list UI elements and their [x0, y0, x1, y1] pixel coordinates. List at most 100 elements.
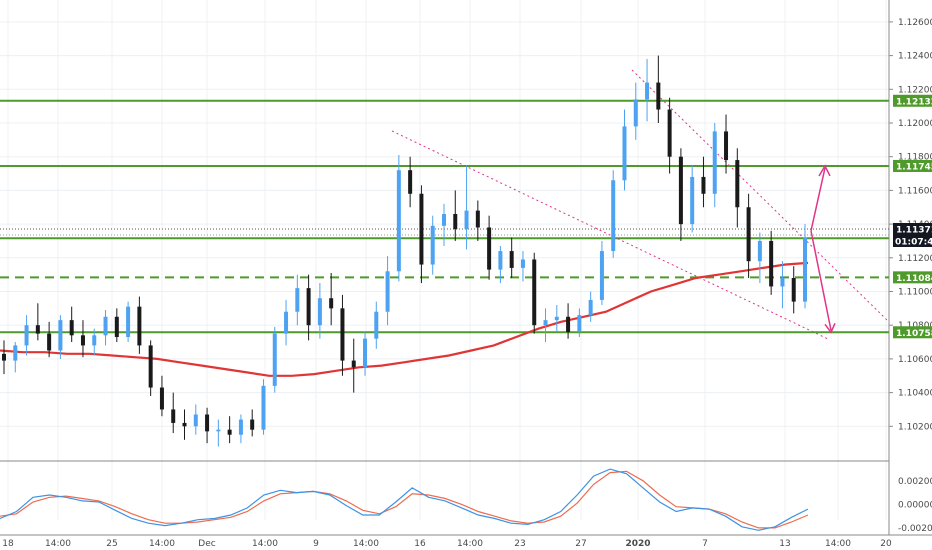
- x-tick-label: 13: [779, 539, 790, 549]
- y-tick-label: 1.11200: [898, 254, 932, 264]
- x-tick-label: 14:00: [149, 539, 175, 549]
- candlesticks: [2, 55, 807, 447]
- y-tick-label: 1.10800: [898, 321, 932, 331]
- candle-body: [306, 288, 311, 326]
- candle-body: [159, 387, 164, 410]
- x-tick-label: 16: [414, 539, 426, 549]
- candle-body: [126, 306, 131, 337]
- candle-body: [137, 306, 142, 346]
- candle-body: [554, 316, 559, 321]
- x-tick-label: 2020: [625, 539, 650, 549]
- candle-body: [35, 325, 40, 334]
- candle-body: [171, 409, 176, 423]
- candle-body: [735, 160, 740, 208]
- osc-tick-label: 0.00200: [898, 477, 932, 487]
- y-tick-label: 1.11800: [898, 153, 932, 163]
- trendline-upper: [631, 69, 890, 323]
- x-tick-label: 25: [106, 539, 117, 549]
- candle-body: [396, 170, 401, 272]
- candle-body: [148, 345, 153, 388]
- level-badge: [893, 94, 932, 107]
- x-tick-label: 14:00: [45, 539, 71, 549]
- candle-body: [58, 320, 63, 351]
- moving-average: [0, 261, 809, 377]
- countdown-badge: [893, 234, 932, 247]
- candle-body: [803, 237, 807, 302]
- candle-body: [509, 251, 514, 268]
- candle-body: [103, 316, 108, 336]
- candle-body: [453, 213, 458, 230]
- y-tick-label: 1.10600: [898, 355, 932, 365]
- candle-body: [645, 82, 650, 100]
- candle-body: [690, 176, 695, 225]
- last-price-badge: [893, 222, 932, 235]
- candle-body: [374, 311, 379, 339]
- y-tick-label: 1.10400: [898, 389, 932, 399]
- arrow-down-line: [810, 230, 832, 331]
- y-tick-label: 1.12200: [898, 85, 932, 95]
- candle-body: [47, 333, 52, 351]
- candle-body: [261, 385, 266, 430]
- arrow-up-line: [810, 167, 826, 232]
- candle-body: [487, 227, 492, 270]
- level-badge-label: 1.11084: [896, 274, 932, 284]
- candle-body: [441, 213, 446, 226]
- oscillator-signal-line: [0, 470, 809, 529]
- countdown-label: 01:07:48: [895, 237, 932, 247]
- candle-body: [385, 271, 390, 312]
- osc-tick-label: -0.00200: [898, 524, 932, 534]
- candle-body: [656, 82, 661, 110]
- candle-body: [92, 335, 97, 346]
- candle-body: [475, 210, 480, 228]
- candle-body: [2, 353, 6, 361]
- candle-body: [182, 422, 187, 427]
- level-badge-label: 1.11745: [896, 162, 932, 172]
- candle-body: [351, 360, 356, 368]
- level-badge-label: 1.12132: [896, 97, 932, 107]
- level-badge: [893, 326, 932, 339]
- projection-arrows[interactable]: [810, 164, 836, 334]
- candle-body: [678, 156, 683, 225]
- level-badge: [893, 271, 932, 284]
- candle-body: [363, 338, 368, 368]
- candle-body: [408, 170, 413, 194]
- trendline-lower: [391, 130, 829, 340]
- candle-body: [667, 109, 672, 157]
- candle-body: [611, 180, 616, 252]
- x-tick-label: 7: [702, 539, 708, 549]
- trendlines[interactable]: [391, 69, 890, 340]
- candle-body: [340, 308, 345, 361]
- candle-body: [543, 320, 548, 326]
- candle-body: [69, 320, 74, 336]
- time-axis[interactable]: 18 14:00 25 14:00 Dec 14:00 9 14:00 16 14:00 23 27 2…: [0, 534, 932, 549]
- candle-body: [520, 259, 525, 268]
- ma-line: [0, 261, 809, 377]
- candle-body: [498, 251, 503, 270]
- candle-body: [746, 207, 751, 262]
- candle-body: [250, 419, 255, 430]
- y-tick-label: 1.10200: [898, 422, 932, 432]
- candle-body: [599, 251, 604, 300]
- candle-body: [205, 414, 210, 432]
- x-tick-label: 9: [313, 539, 319, 549]
- candle-body: [724, 131, 729, 161]
- candle-body: [577, 315, 582, 332]
- arrow-down-head: [824, 322, 836, 334]
- x-tick-label: 23: [514, 539, 525, 549]
- candle-body: [757, 240, 762, 262]
- horizontal-levels[interactable]: [0, 99, 889, 334]
- x-tick-label: 20: [880, 539, 892, 549]
- y-tick-label: 1.11600: [898, 186, 932, 196]
- candle-body: [216, 429, 221, 432]
- x-tick-label: 14:00: [457, 539, 483, 549]
- candle-body: [419, 193, 424, 265]
- candle-body: [566, 316, 571, 332]
- candle-body: [272, 333, 277, 386]
- price-axis[interactable]: 1.12600 1.12400 1.12200 1.12000 1.11800 1.116…: [889, 18, 932, 534]
- candle-body: [238, 419, 243, 435]
- candle-body: [430, 225, 435, 265]
- candle-body: [317, 298, 322, 326]
- candle-body: [13, 345, 18, 361]
